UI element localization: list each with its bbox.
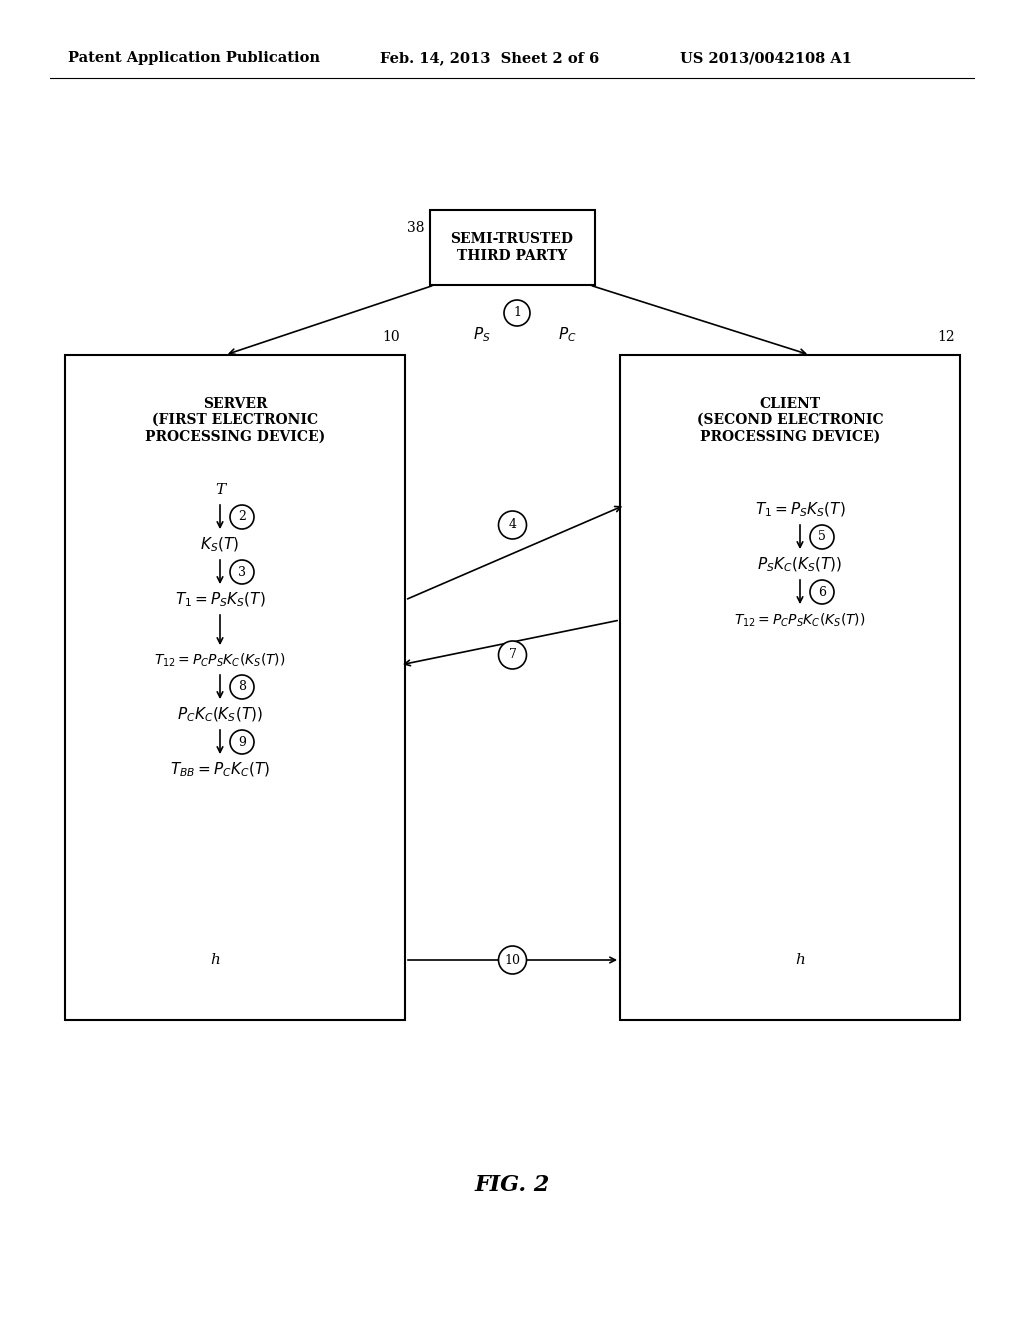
Text: 1: 1 bbox=[513, 306, 521, 319]
Text: US 2013/0042108 A1: US 2013/0042108 A1 bbox=[680, 51, 852, 65]
Text: 6: 6 bbox=[818, 586, 826, 598]
Text: 10: 10 bbox=[505, 953, 520, 966]
Text: $T_1$$=$$P_S$$K_S$$(T)$: $T_1$$=$$P_S$$K_S$$(T)$ bbox=[755, 500, 846, 519]
Text: $P_C$: $P_C$ bbox=[558, 326, 577, 345]
Text: 7: 7 bbox=[509, 648, 516, 661]
Text: 38: 38 bbox=[407, 220, 425, 235]
Text: 4: 4 bbox=[509, 519, 516, 532]
Text: SEMI-TRUSTED
THIRD PARTY: SEMI-TRUSTED THIRD PARTY bbox=[451, 232, 573, 263]
Circle shape bbox=[810, 579, 834, 605]
Circle shape bbox=[499, 511, 526, 539]
Text: $T_{12}$$=$$P_C$$P_S$$K_C$$(K_S$$(T))$: $T_{12}$$=$$P_C$$P_S$$K_C$$(K_S$$(T))$ bbox=[734, 611, 866, 628]
Text: Feb. 14, 2013  Sheet 2 of 6: Feb. 14, 2013 Sheet 2 of 6 bbox=[380, 51, 599, 65]
Text: $T_{12}$$=$$P_C$$P_S$$K_C$$(K_S$$(T))$: $T_{12}$$=$$P_C$$P_S$$K_C$$(K_S$$(T))$ bbox=[155, 651, 286, 669]
Circle shape bbox=[499, 946, 526, 974]
Text: h: h bbox=[210, 953, 220, 968]
Circle shape bbox=[230, 560, 254, 583]
Text: $T_1$$=$$P_S$$K_S$$(T)$: $T_1$$=$$P_S$$K_S$$(T)$ bbox=[175, 591, 265, 610]
Text: FIG. 2: FIG. 2 bbox=[474, 1173, 550, 1196]
Text: 10: 10 bbox=[382, 330, 400, 345]
Text: $P_S$$K_C$$(K_S$$(T))$: $P_S$$K_C$$(K_S$$(T))$ bbox=[758, 556, 843, 574]
Text: 5: 5 bbox=[818, 531, 826, 544]
Bar bbox=[65, 355, 406, 1020]
Bar bbox=[429, 210, 595, 285]
Text: T: T bbox=[215, 483, 225, 498]
Text: Patent Application Publication: Patent Application Publication bbox=[68, 51, 319, 65]
Bar bbox=[620, 355, 961, 1020]
Text: $T_{BB}$$=$$P_C$$K_C$$(T)$: $T_{BB}$$=$$P_C$$K_C$$(T)$ bbox=[170, 760, 270, 779]
Text: 2: 2 bbox=[238, 511, 246, 524]
Text: SERVER
(FIRST ELECTRONIC
PROCESSING DEVICE): SERVER (FIRST ELECTRONIC PROCESSING DEVI… bbox=[144, 397, 326, 444]
Circle shape bbox=[810, 525, 834, 549]
Text: 8: 8 bbox=[238, 681, 246, 693]
Text: 9: 9 bbox=[238, 735, 246, 748]
Circle shape bbox=[504, 300, 530, 326]
Text: $P_S$: $P_S$ bbox=[473, 326, 490, 345]
Circle shape bbox=[230, 506, 254, 529]
Text: CLIENT
(SECOND ELECTRONIC
PROCESSING DEVICE): CLIENT (SECOND ELECTRONIC PROCESSING DEV… bbox=[696, 397, 884, 444]
Text: h: h bbox=[795, 953, 805, 968]
Text: 3: 3 bbox=[238, 565, 246, 578]
Circle shape bbox=[230, 730, 254, 754]
Circle shape bbox=[230, 675, 254, 700]
Text: 12: 12 bbox=[937, 330, 955, 345]
Circle shape bbox=[499, 642, 526, 669]
Text: $P_C$$K_C$$(K_S$$(T))$: $P_C$$K_C$$(K_S$$(T))$ bbox=[177, 706, 263, 725]
Text: $K_S(T)$: $K_S(T)$ bbox=[201, 536, 240, 554]
